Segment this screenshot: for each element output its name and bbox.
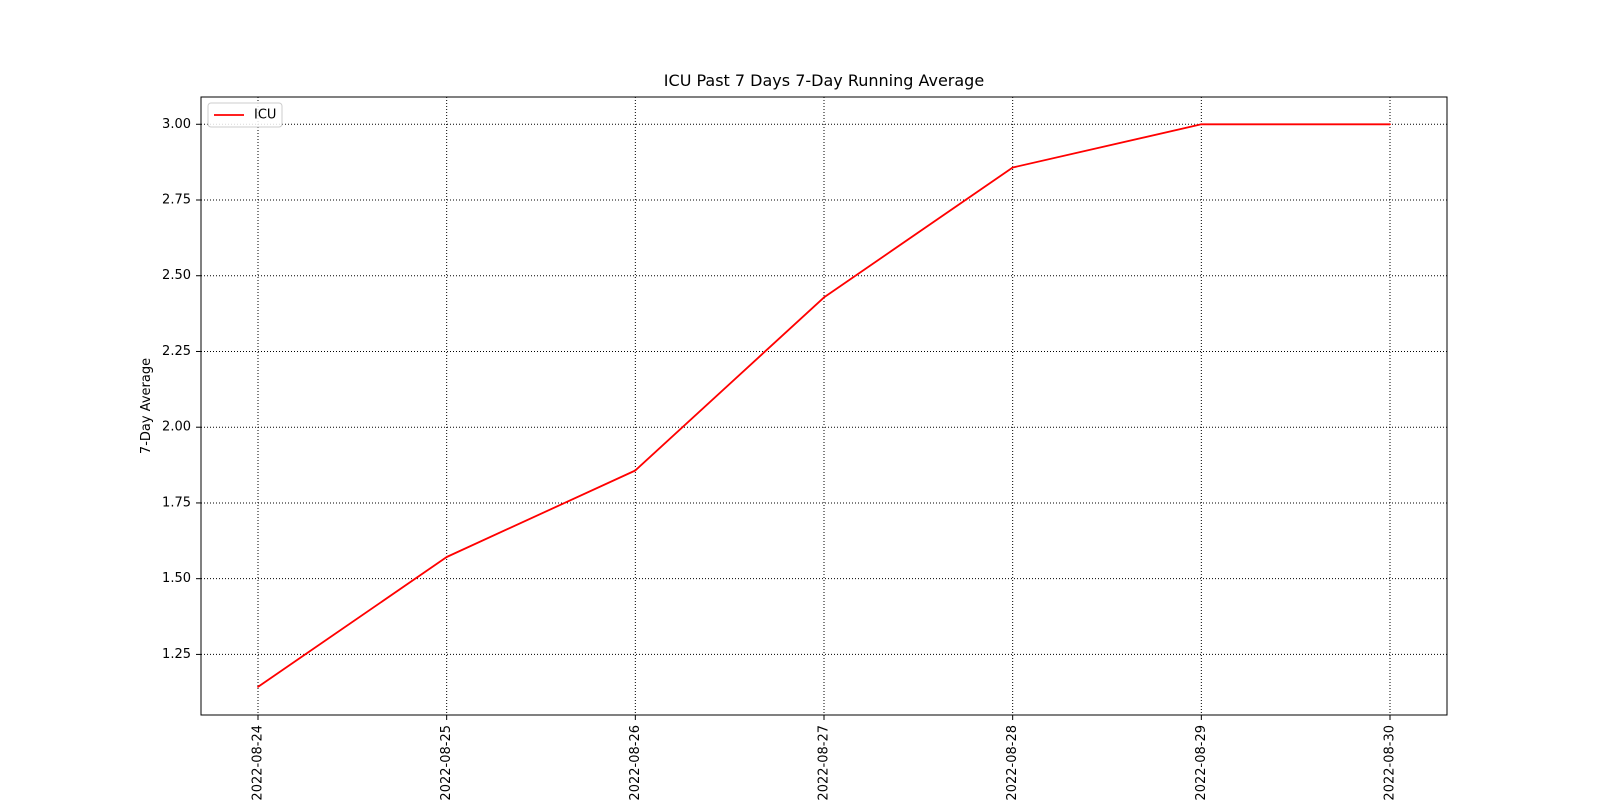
x-tick-label: 2022-08-26 bbox=[628, 725, 643, 800]
y-tick-label: 1.75 bbox=[162, 495, 191, 510]
data-point bbox=[823, 296, 825, 299]
y-tick-label: 2.00 bbox=[162, 420, 191, 435]
x-tick-label: 2022-08-29 bbox=[1194, 725, 1209, 800]
series-layer bbox=[257, 123, 1391, 688]
data-point bbox=[257, 685, 259, 688]
y-tick-label: 1.50 bbox=[162, 571, 191, 586]
legend: ICU bbox=[207, 102, 283, 128]
data-point bbox=[1389, 123, 1391, 126]
ticks: 2022-08-24 2022-08-25 2022-08-26 2022-08-27… bbox=[162, 117, 1397, 800]
legend-box bbox=[207, 102, 283, 128]
x-tick-label: 2022-08-27 bbox=[817, 725, 832, 800]
x-tick-label: 2022-08-28 bbox=[1005, 725, 1020, 800]
x-tick-label: 2022-08-30 bbox=[1383, 725, 1398, 800]
data-point bbox=[445, 556, 448, 558]
y-tick-label: 1.25 bbox=[162, 647, 191, 662]
y-tick-label: 2.25 bbox=[162, 344, 191, 359]
y-axis-label: 7-Day Average bbox=[139, 358, 154, 454]
chart-title: ICU Past 7 Days 7-Day Running Average bbox=[664, 71, 984, 90]
x-tick-label: 2022-08-24 bbox=[251, 725, 266, 800]
y-tick-label: 2.50 bbox=[162, 268, 191, 283]
data-point bbox=[1200, 123, 1203, 126]
y-tick-label: 2.75 bbox=[162, 193, 191, 208]
data-point bbox=[634, 469, 637, 472]
x-tick-label: 2022-08-25 bbox=[439, 725, 454, 800]
legend-label: ICU bbox=[254, 108, 276, 123]
data-point bbox=[1011, 166, 1014, 169]
y-tick-label: 3.00 bbox=[162, 117, 191, 132]
